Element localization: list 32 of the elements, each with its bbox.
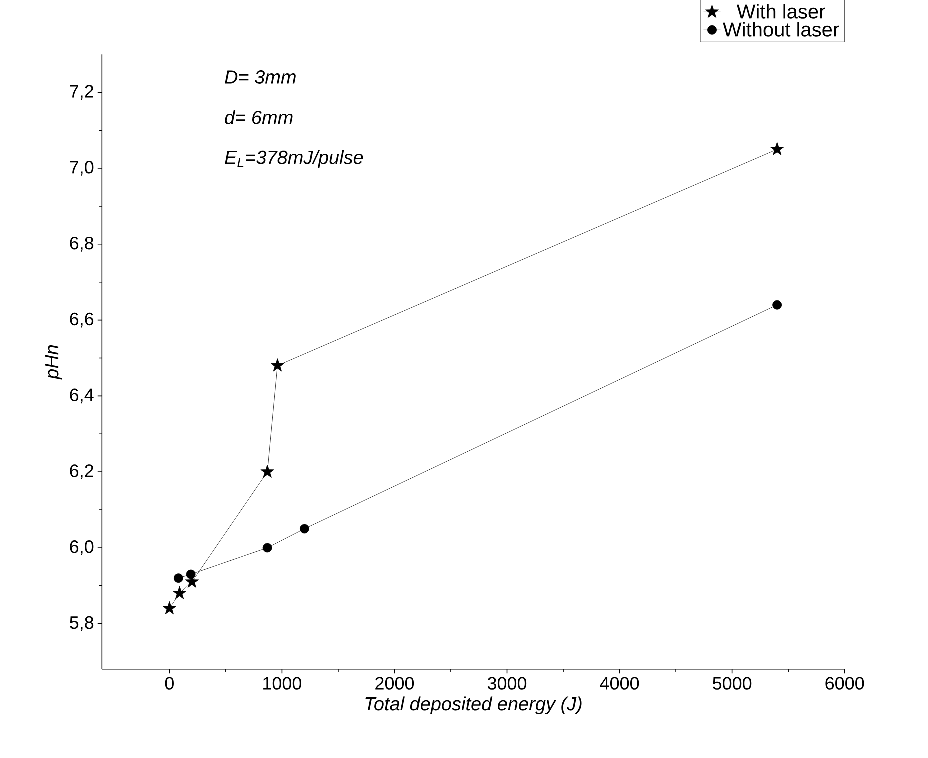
point bbox=[772, 300, 782, 310]
x-axis-title: Total deposited energy (J) bbox=[366, 697, 582, 715]
annotation: E$_{L}$=378mJ/pulse bbox=[225, 150, 364, 168]
point bbox=[270, 358, 285, 372]
legend-label: Without laser bbox=[723, 22, 840, 38]
point bbox=[172, 586, 187, 600]
y-tick-label: 6,6 bbox=[70, 313, 94, 328]
point bbox=[770, 142, 784, 156]
x-tick-label: 5000 bbox=[713, 677, 752, 690]
x-tick-label: 4000 bbox=[600, 677, 640, 690]
annotation: d= 6mm bbox=[225, 110, 293, 125]
x-tick-label: 6000 bbox=[826, 677, 864, 690]
y-tick-label: 7,0 bbox=[70, 161, 94, 176]
y-tick-label: 6,0 bbox=[70, 540, 94, 556]
x-tick-label: 0 bbox=[165, 677, 174, 690]
point bbox=[300, 524, 310, 534]
point bbox=[186, 570, 196, 580]
y-axis-title: pHn bbox=[45, 346, 62, 380]
point bbox=[174, 574, 184, 584]
y-tick-label: 6,8 bbox=[70, 237, 94, 252]
point bbox=[262, 543, 272, 553]
annotation: D= 3mm bbox=[225, 70, 296, 84]
y-tick-label: 5,8 bbox=[70, 616, 94, 632]
x-tick-label: 3000 bbox=[488, 677, 527, 690]
y-tick-label: 7,2 bbox=[70, 85, 94, 100]
x-tick-label: 1000 bbox=[264, 677, 302, 690]
x-tick-label: 2000 bbox=[376, 677, 414, 690]
legend-label: With laser bbox=[736, 4, 826, 20]
y-tick-label: 6,4 bbox=[70, 388, 94, 404]
point bbox=[162, 602, 177, 615]
point bbox=[260, 465, 274, 478]
y-tick-label: 6,2 bbox=[70, 464, 94, 480]
